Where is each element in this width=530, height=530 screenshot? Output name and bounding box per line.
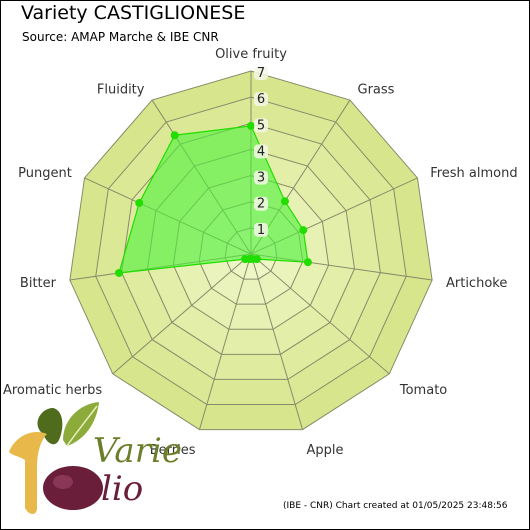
radial-tick-labels: 1 2 3 4 5 6 7 <box>254 66 268 238</box>
axis-labels: Olive fruity Grass Fresh almond Artichoke To… <box>3 47 518 458</box>
tick-label-bg-4 <box>254 144 268 159</box>
axis-label-bitter: Bitter <box>20 276 57 291</box>
axis-label-aromatic-herbs: Aromatic herbs <box>3 383 102 398</box>
spoke-7 <box>112 253 252 375</box>
axis-label-pungent: Pungent <box>18 166 72 181</box>
tick-label-bg-6 <box>254 92 268 107</box>
axis-label-fluidity: Fluidity <box>97 82 145 97</box>
axis-label-apple: Apple <box>307 443 344 458</box>
tick-label-bg-1 <box>254 222 268 237</box>
data-point-7 <box>241 255 250 264</box>
axis-label-tomato: Tomato <box>399 383 447 398</box>
data-point-2 <box>299 226 308 235</box>
spoke-6 <box>198 253 252 430</box>
axis-label-fresh-almond: Fresh almond <box>430 166 517 181</box>
axis-label-olive-fruity: Olive fruity <box>215 47 287 62</box>
spoke-4 <box>250 253 390 375</box>
tick-label-3: 3 <box>257 171 265 186</box>
data-point-9 <box>135 198 144 207</box>
chart-footer: (IBE - CNR) Chart created at 01/05/2025 … <box>283 501 508 511</box>
tick-label-6: 6 <box>257 92 265 107</box>
data-point-1 <box>280 197 289 206</box>
tick-label-bg-7 <box>254 66 268 80</box>
data-point-3 <box>303 258 312 267</box>
tick-label-2: 2 <box>257 197 265 212</box>
tick-label-7: 7 <box>257 66 265 81</box>
data-point-0 <box>247 121 255 130</box>
data-point-8 <box>115 268 124 277</box>
tick-label-bg-3 <box>254 170 268 185</box>
tick-label-bg-2 <box>254 196 268 211</box>
logo-word-olio: lio <box>101 469 143 509</box>
axis-label-berries: Berries <box>150 443 196 458</box>
tick-label-1: 1 <box>257 223 265 238</box>
spoke-5 <box>250 253 304 430</box>
tick-label-bg-5 <box>254 118 268 133</box>
tick-label-5: 5 <box>257 118 265 133</box>
axis-label-artichoke: Artichoke <box>446 276 507 291</box>
tick-label-4: 4 <box>257 144 265 159</box>
olive-leaves-logo-icon: Varietà lio <box>9 402 181 514</box>
data-point-10 <box>170 131 179 140</box>
axis-label-grass: Grass <box>358 82 395 97</box>
chart-subtitle: Source: AMAP Marche & IBE CNR <box>22 30 219 44</box>
chart-title: Variety CASTIGLIONESE <box>21 2 246 24</box>
logo-word-varieta: Varietà <box>93 431 181 471</box>
